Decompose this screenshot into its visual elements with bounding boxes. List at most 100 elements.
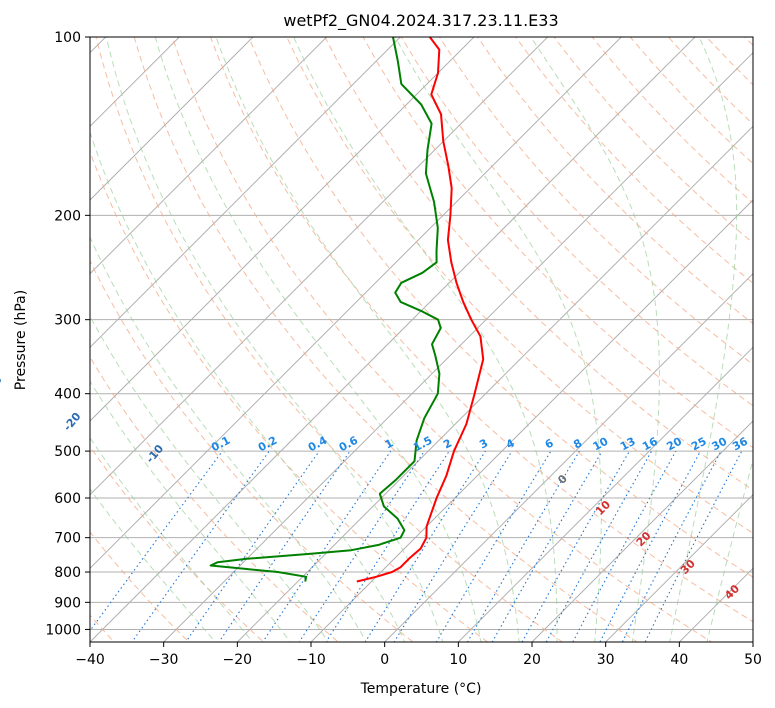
dry-adiabat-line bbox=[90, 259, 414, 642]
moist-adiabat-label: 30 bbox=[678, 557, 698, 577]
dry-adiabat-line bbox=[286, 37, 753, 534]
dry-adiabat-line bbox=[629, 37, 753, 165]
moist-adiabat-label: 20 bbox=[634, 529, 654, 549]
mixing-ratio-line bbox=[466, 450, 580, 642]
isotherm-line bbox=[0, 10, 59, 642]
x-tick-label: −40 bbox=[75, 652, 105, 668]
dry-adiabat-label: -10 bbox=[144, 442, 167, 466]
mixing-ratio-line bbox=[599, 450, 701, 642]
dry-adiabats bbox=[90, 37, 753, 642]
mixing-ratio-line bbox=[325, 450, 450, 642]
x-axis-ticks: −40 −30 −20 −10 0 10 20 30 40 50 bbox=[75, 642, 762, 668]
isotherm-line bbox=[90, 37, 402, 349]
y-tick-label: 900 bbox=[54, 595, 81, 611]
isotherm-line bbox=[90, 37, 328, 275]
y-axis-ticks: 1000 900 800 700 600 500 400 300 200 100 bbox=[45, 30, 90, 638]
mixing-ratio-label: 3 bbox=[477, 436, 490, 451]
mixing-ratio-line bbox=[393, 450, 513, 642]
dry-adiabat-line bbox=[90, 531, 190, 642]
mixing-ratio-label: 4 bbox=[504, 436, 517, 451]
dry-adiabat-line bbox=[90, 356, 339, 642]
dry-adiabat-label: -20 bbox=[61, 410, 84, 434]
mixing-ratio-label: 16 bbox=[640, 435, 660, 454]
isotherm-line bbox=[90, 37, 696, 642]
isotherm-line bbox=[90, 37, 623, 570]
y-axis-title: Pressure (hPa) bbox=[13, 290, 29, 390]
mixing-ratio-label: 2 bbox=[441, 436, 454, 451]
mixing-ratio-label: 13 bbox=[618, 435, 638, 454]
dry-adiabat-line bbox=[515, 37, 753, 284]
mixing-ratio-line bbox=[644, 450, 743, 642]
isotherm-line bbox=[457, 346, 753, 642]
moist-adiabat-line bbox=[105, 37, 444, 642]
dry-adiabat-line bbox=[438, 37, 753, 366]
moist-adiabat-line bbox=[90, 314, 329, 642]
mixing-ratio-line bbox=[621, 450, 722, 642]
y-tick-label: 700 bbox=[54, 531, 81, 547]
mixing-ratio-line bbox=[185, 450, 320, 642]
x-tick-label: −30 bbox=[149, 652, 179, 668]
dry-adiabat-line bbox=[90, 445, 265, 642]
profile-series bbox=[209, 37, 485, 583]
mixing-ratio-line bbox=[545, 450, 653, 642]
mixing-ratio-lines bbox=[90, 450, 743, 642]
isotherm-line bbox=[90, 37, 475, 422]
dry-adiabat-line bbox=[90, 150, 489, 642]
isopleth-labels: 0.10.20.40.611.52346810131620253036-100-… bbox=[0, 373, 750, 602]
isotherm-line bbox=[384, 272, 753, 642]
isotherm-line bbox=[310, 199, 753, 642]
moist-adiabat-line bbox=[90, 130, 406, 642]
dry-adiabat-line bbox=[209, 37, 753, 623]
dry-adiabat-line bbox=[171, 37, 713, 642]
y-tick-label: 600 bbox=[54, 491, 81, 507]
moist-adiabats bbox=[90, 37, 753, 642]
moist-adiabat-label: 40 bbox=[722, 582, 742, 602]
dry-adiabat-line bbox=[744, 37, 753, 47]
isotherm-line bbox=[90, 37, 181, 128]
x-tick-label: 10 bbox=[449, 652, 467, 668]
mixing-ratio-line bbox=[572, 450, 677, 642]
isotherm-line bbox=[605, 493, 753, 642]
mixing-ratio-label: 20 bbox=[664, 435, 684, 454]
isotherm-line bbox=[90, 37, 254, 201]
plot-frame bbox=[89, 36, 754, 643]
moist-adiabat-line bbox=[215, 37, 520, 642]
dewpoint-profile-line bbox=[209, 37, 442, 582]
mixing-ratio-label: 10 bbox=[591, 435, 611, 454]
grid-lines bbox=[0, 10, 753, 642]
moist-adiabat-line bbox=[90, 235, 367, 642]
mixing-ratio-label: 6 bbox=[543, 436, 556, 451]
dry-adiabat-line bbox=[705, 37, 753, 86]
temperature-profile-line bbox=[356, 37, 485, 583]
isotherm-line bbox=[678, 567, 753, 642]
mixing-ratio-line bbox=[435, 450, 552, 642]
x-tick-label: 30 bbox=[597, 652, 615, 668]
isotherm-line bbox=[163, 51, 753, 642]
dry-adiabat-line bbox=[362, 37, 753, 449]
mixing-ratio-line bbox=[218, 450, 351, 642]
mixing-ratio-line bbox=[90, 450, 223, 632]
y-tick-label: 500 bbox=[54, 444, 81, 460]
x-tick-label: −10 bbox=[296, 652, 326, 668]
dry-adiabat-line bbox=[591, 37, 753, 204]
y-tick-label: 800 bbox=[54, 565, 81, 581]
dry-adiabat-line bbox=[400, 37, 753, 407]
moist-adiabat-line bbox=[394, 37, 602, 642]
moist-adiabat-line bbox=[669, 37, 738, 642]
x-tick-label: 50 bbox=[744, 652, 762, 668]
isotherm-line bbox=[752, 641, 753, 642]
dry-adiabat-line bbox=[95, 37, 564, 642]
y-tick-label: 100 bbox=[54, 30, 81, 46]
moist-adiabat-line bbox=[154, 37, 482, 642]
dry-adiabat-line bbox=[133, 37, 638, 642]
mixing-ratio-line bbox=[491, 450, 603, 642]
mixing-ratio-label: 36 bbox=[730, 435, 750, 454]
dry-adiabat-line bbox=[248, 37, 753, 578]
x-tick-label: −20 bbox=[223, 652, 253, 668]
moist-adiabat-label: 0 bbox=[555, 472, 570, 487]
x-tick-label: 40 bbox=[670, 652, 688, 668]
chart-title: wetPf2_GN04.2024.317.23.11.E33 bbox=[283, 11, 558, 31]
x-tick-label: 0 bbox=[380, 652, 389, 668]
y-tick-label: 200 bbox=[54, 208, 81, 224]
